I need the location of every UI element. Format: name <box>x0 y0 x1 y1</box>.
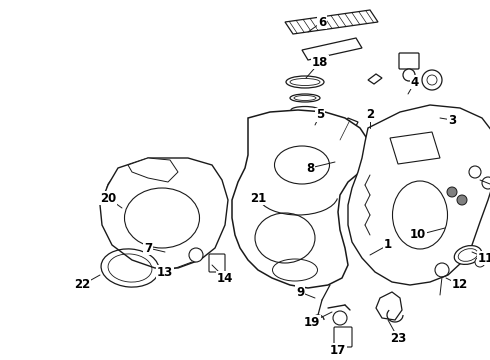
Ellipse shape <box>454 246 482 264</box>
Text: 17: 17 <box>330 343 346 356</box>
FancyBboxPatch shape <box>209 254 225 272</box>
Ellipse shape <box>107 167 189 205</box>
Text: 9: 9 <box>296 285 304 298</box>
Text: 10: 10 <box>410 229 426 242</box>
Ellipse shape <box>286 76 324 88</box>
Ellipse shape <box>166 184 182 206</box>
Text: 21: 21 <box>250 192 266 204</box>
Text: 18: 18 <box>312 55 328 68</box>
Circle shape <box>475 257 485 267</box>
Text: 13: 13 <box>157 266 173 279</box>
Circle shape <box>447 187 457 197</box>
Circle shape <box>422 70 442 90</box>
Polygon shape <box>348 105 490 285</box>
Text: 12: 12 <box>452 279 468 292</box>
Polygon shape <box>338 118 358 142</box>
Circle shape <box>469 166 481 178</box>
Text: 2: 2 <box>366 108 374 122</box>
FancyBboxPatch shape <box>399 53 419 69</box>
Text: 6: 6 <box>318 15 326 28</box>
FancyBboxPatch shape <box>334 327 352 347</box>
Polygon shape <box>232 110 368 288</box>
Ellipse shape <box>291 107 319 113</box>
Text: 14: 14 <box>217 271 233 284</box>
Ellipse shape <box>290 94 320 102</box>
Text: 20: 20 <box>100 192 116 204</box>
Circle shape <box>482 177 490 189</box>
Ellipse shape <box>263 175 281 201</box>
Polygon shape <box>302 38 362 60</box>
Text: 3: 3 <box>448 113 456 126</box>
Polygon shape <box>128 158 178 182</box>
Circle shape <box>189 248 203 262</box>
Text: 23: 23 <box>390 332 406 345</box>
Circle shape <box>403 69 415 81</box>
Text: 11: 11 <box>478 252 490 265</box>
Text: 1: 1 <box>384 238 392 252</box>
Polygon shape <box>368 74 382 84</box>
Text: 5: 5 <box>316 108 324 122</box>
Text: 19: 19 <box>304 315 320 328</box>
Polygon shape <box>285 10 378 34</box>
Text: 22: 22 <box>74 279 90 292</box>
Text: 7: 7 <box>144 242 152 255</box>
Circle shape <box>333 311 347 325</box>
Circle shape <box>457 195 467 205</box>
Polygon shape <box>100 158 228 268</box>
Text: 4: 4 <box>411 76 419 89</box>
Text: 8: 8 <box>306 162 314 175</box>
